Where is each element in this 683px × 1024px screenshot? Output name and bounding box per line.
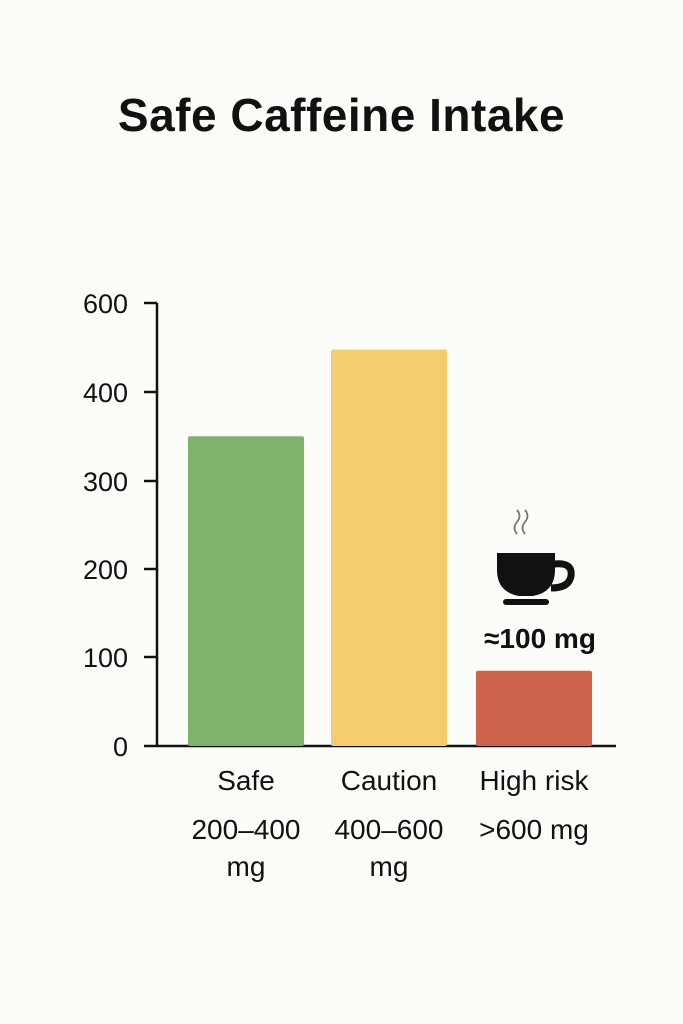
annotation: ≈100 mg [484, 509, 596, 654]
category-range-label: mg [370, 851, 409, 882]
category-range-label: mg [227, 851, 266, 882]
x-axis-labels: Safe 200–400 mg Caution 400–600 mg High risk >6… [191, 765, 589, 882]
coffee-cup-icon [497, 509, 575, 605]
cup-body [497, 553, 555, 596]
chart-title: Safe Caffeine Intake [117, 89, 566, 141]
steam-line [521, 509, 529, 535]
y-tick-label: 100 [83, 643, 128, 673]
bar [188, 436, 304, 746]
bar [331, 349, 447, 746]
cup-handle [550, 560, 575, 592]
y-tick-label: 400 [83, 378, 128, 408]
y-tick-label: 300 [83, 467, 128, 497]
category-label: High risk [480, 765, 590, 796]
y-tick-label: 200 [83, 555, 128, 585]
category-label: Safe [217, 765, 275, 796]
steam-line [513, 509, 521, 535]
cup-saucer [503, 599, 549, 605]
category-range-label: >600 mg [479, 814, 589, 845]
category-range-label: 400–600 [334, 814, 443, 845]
annotation-label: ≈100 mg [484, 623, 596, 654]
category-label: Caution [341, 765, 438, 796]
bar [476, 670, 592, 746]
y-tick-label: 600 [83, 289, 128, 319]
bars [188, 349, 592, 746]
y-tick-label: 0 [113, 732, 128, 762]
category-range-label: 200–400 [191, 814, 300, 845]
